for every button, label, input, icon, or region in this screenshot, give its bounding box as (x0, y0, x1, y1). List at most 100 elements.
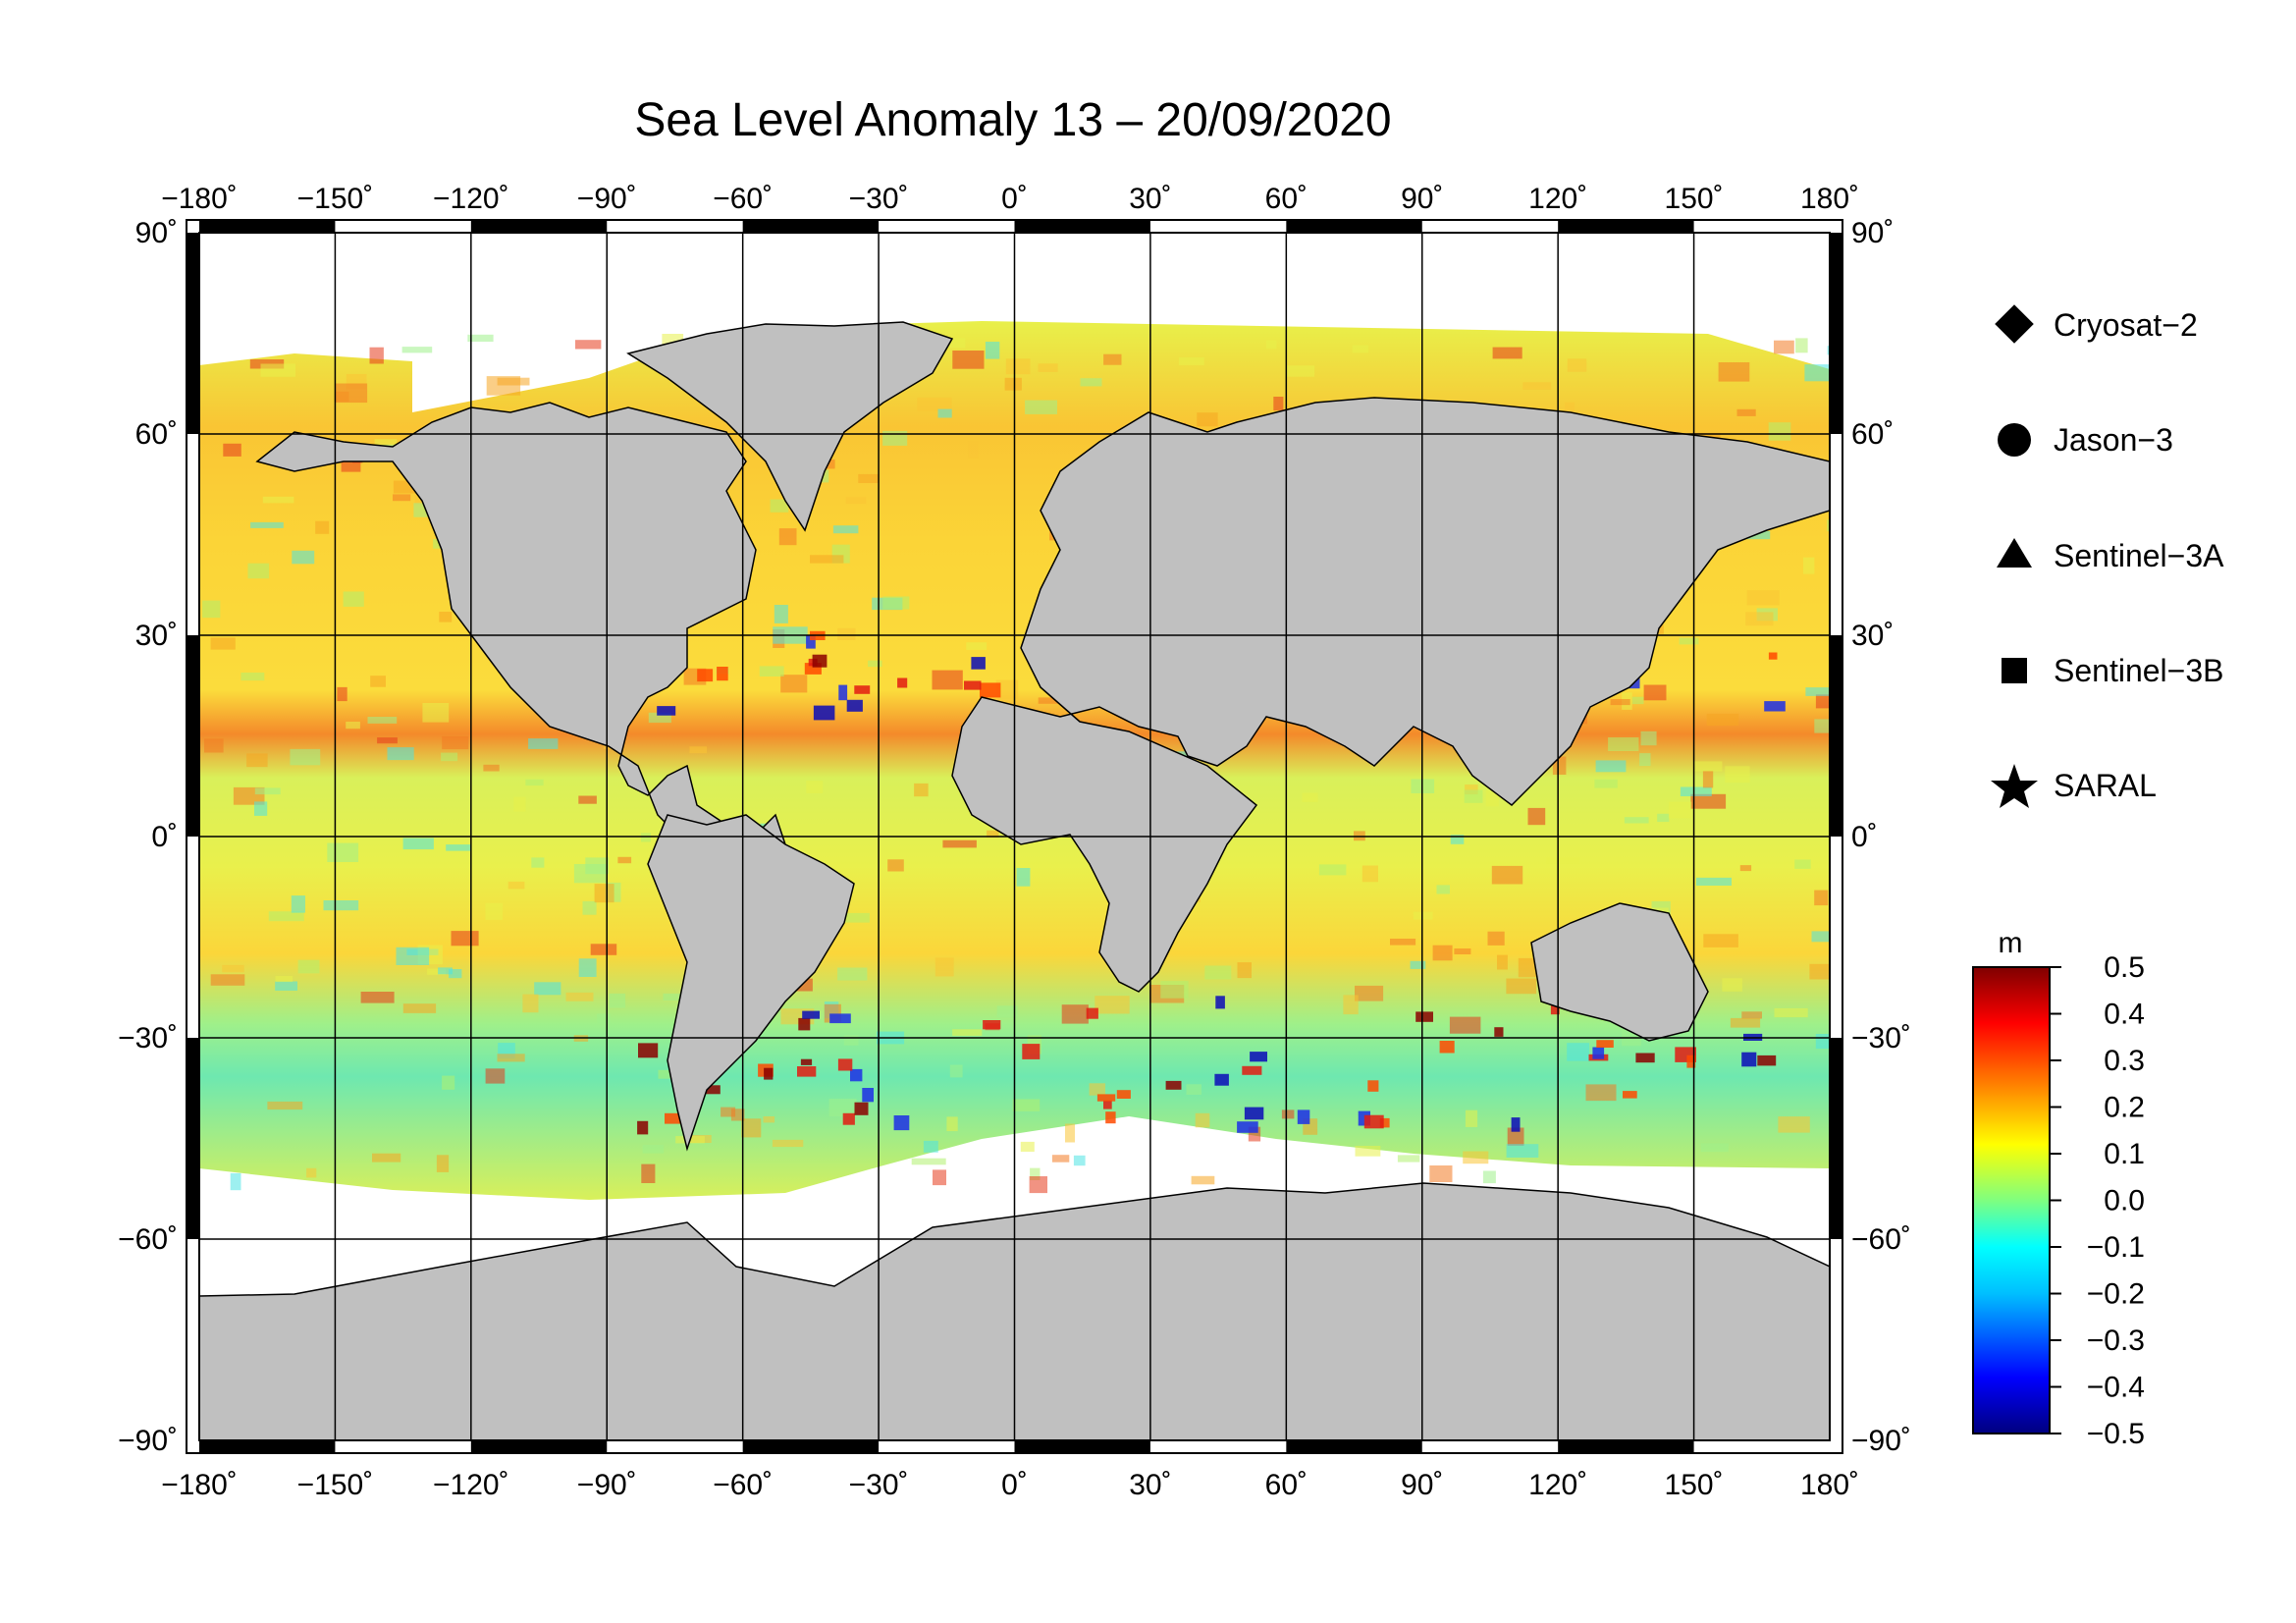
anomaly-patch (717, 667, 728, 681)
lon-tick-label: −180˚ (161, 1469, 238, 1501)
anomaly-patch (1718, 362, 1750, 382)
anomaly-patch (1165, 1080, 1182, 1090)
anomaly-patch (741, 1118, 762, 1138)
anomaly-patch (1827, 519, 1830, 532)
anomaly-patch (980, 682, 1001, 698)
anomaly-patch (1507, 1127, 1524, 1146)
anomaly-patch (946, 1116, 958, 1132)
anomaly-patch (770, 499, 789, 513)
graticule (199, 233, 1830, 1440)
lon-tick-label: 180˚ (1800, 1469, 1859, 1501)
anomaly-patch (1522, 382, 1552, 390)
anomaly-patch (772, 1139, 804, 1148)
anomaly-patch (306, 1167, 317, 1178)
anomaly-patch (971, 657, 986, 670)
frame-segment (1830, 635, 1842, 837)
anomaly-patch (1318, 864, 1347, 876)
anomaly-patch (1741, 1011, 1762, 1019)
anomaly-patch (1065, 1123, 1075, 1143)
anomaly-patch (1204, 965, 1232, 980)
lon-tick-label: −30˚ (849, 183, 909, 215)
anomaly-patch (617, 856, 632, 864)
anomaly-patch (657, 706, 676, 716)
anomaly-patch (1506, 1144, 1539, 1158)
anomaly-patch (451, 931, 479, 947)
anomaly-patch (1745, 612, 1774, 626)
lon-tick-label: −60˚ (713, 1469, 773, 1501)
anomaly-patch (1592, 1047, 1605, 1059)
anomaly-patch (275, 975, 294, 983)
anomaly-patch (868, 660, 882, 668)
colorbar-tick-label: −0.4 (2087, 1372, 2145, 1404)
anomaly-patch (637, 1120, 649, 1135)
anomaly-patch (1429, 1165, 1453, 1182)
anomaly-patch (1700, 1143, 1729, 1153)
anomaly-patch (230, 1172, 241, 1191)
anomaly-patch (813, 705, 835, 721)
anomaly-patch (1089, 1083, 1105, 1096)
anomaly-patch (1363, 1114, 1384, 1129)
anomaly-patch (1696, 877, 1732, 886)
lon-tick-label: 150˚ (1665, 183, 1724, 215)
anomaly-patch (268, 911, 304, 922)
anomaly-patch (846, 699, 863, 712)
anomaly-patch (1624, 817, 1649, 824)
lon-tick-label: 60˚ (1265, 1469, 1308, 1501)
frame-segment (1558, 1440, 1694, 1453)
anomaly-patch (1244, 1107, 1264, 1120)
anomaly-patch (1242, 1065, 1262, 1075)
anomaly-patch (1432, 945, 1453, 961)
anomaly-patch (1497, 954, 1508, 970)
lon-ticks-top: −180˚ −150˚ −120˚ −90˚ −60˚ −30˚ 0˚ 30˚ 60˚ 90˚ 12… (161, 183, 1859, 215)
anomaly-patch (1073, 1155, 1086, 1166)
anomaly-patch (267, 1101, 303, 1110)
anomaly-patch (446, 844, 471, 851)
lon-tick-label: 0˚ (1001, 1469, 1028, 1501)
anomaly-patch (1454, 948, 1471, 954)
anomaly-patch (1086, 1007, 1098, 1019)
anomaly-patch (832, 525, 859, 534)
anomaly-patch (983, 1020, 1001, 1030)
anomaly-patch (882, 596, 910, 610)
anomaly-patch (346, 722, 360, 730)
legend-item-cryosat: Cryosat−2 (1995, 304, 2198, 344)
anomaly-patch (1596, 1040, 1614, 1048)
lat-tick-label: −30˚ (1851, 1022, 1911, 1055)
south-america-land (647, 814, 855, 1152)
anomaly-patch (1610, 699, 1630, 706)
anomaly-patch (850, 1068, 863, 1082)
anomaly-patch (964, 680, 982, 690)
anomaly-patch (1546, 857, 1580, 864)
anomaly-patch (1449, 1016, 1481, 1034)
satellite-legend: Cryosat−2 Jason−3 Sentinel−3A Sentinel−3… (1991, 304, 2224, 808)
anomaly-patch (223, 443, 241, 457)
anomaly-patch (597, 1013, 611, 1025)
anomaly-patch (638, 1043, 659, 1058)
anomaly-patch (565, 992, 594, 1001)
frame-segment (1286, 1440, 1422, 1453)
anomaly-patch (1355, 985, 1384, 1001)
colorbar-tick-label: 0.4 (2104, 999, 2145, 1031)
anomaly-patch (402, 1003, 437, 1013)
anomaly-patch (1005, 358, 1031, 375)
anomaly-patch (842, 1112, 855, 1125)
colorbar-tick-label: 0.1 (2104, 1138, 2145, 1170)
anomaly-patch (507, 881, 525, 890)
anomaly-patch (1463, 1151, 1489, 1164)
lon-tick-label: 180˚ (1800, 183, 1859, 215)
anomaly-patch (525, 779, 544, 786)
anomaly-patch (697, 669, 714, 682)
anomaly-patch (845, 497, 867, 505)
anomaly-patch (1029, 1176, 1047, 1194)
anomaly-patch (1343, 995, 1359, 1015)
lon-tick-label: 90˚ (1401, 183, 1443, 215)
anomaly-patch (1367, 1080, 1379, 1092)
frame-segment (470, 1440, 608, 1453)
anomaly-patch (422, 703, 450, 723)
lon-tick-label: −150˚ (297, 183, 374, 215)
anomaly-patch (528, 738, 559, 749)
anomaly-patch (987, 830, 999, 838)
anomaly-patch (1465, 1109, 1478, 1127)
anomaly-patch (689, 746, 708, 754)
anomaly-patch (1105, 1111, 1116, 1124)
